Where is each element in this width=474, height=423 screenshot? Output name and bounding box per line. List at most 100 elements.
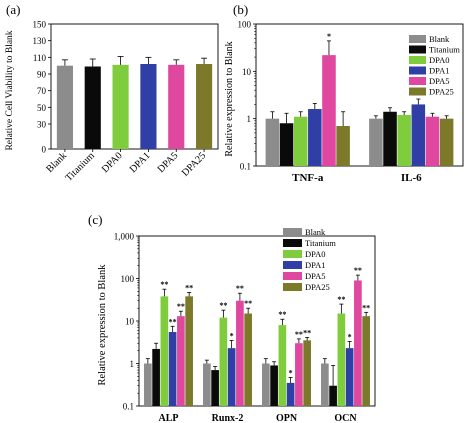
panel-a-xtick-label: Blank (44, 150, 69, 175)
significance-mark: ** (278, 310, 286, 319)
legend-swatch-titanium (409, 45, 426, 54)
panel-a-ytick-label: 150 (33, 20, 47, 30)
panel-b-ylabel: Relative expression to Blank (224, 41, 235, 156)
bar-alp-titanium (152, 348, 160, 406)
legend-swatch-titanium (283, 239, 302, 247)
legend-swatch-dpa0 (283, 250, 302, 258)
bar-alp-dpa5 (177, 316, 185, 406)
legend-swatch-blank (409, 35, 426, 43)
legend-label-titanium: Titanium (429, 45, 460, 55)
legend-label-dpa1: DPA1 (305, 260, 325, 270)
significance-mark: ** (244, 299, 252, 308)
significance-mark: * (348, 332, 352, 341)
significance-mark: ** (160, 280, 168, 289)
panel-c-ytick-label: 100 (121, 274, 135, 284)
bar-blank (56, 65, 73, 149)
bar-runx-2-titanium (211, 370, 219, 406)
category-label-il-6: IL-6 (401, 172, 422, 184)
bar-tnf-a-dpa5 (322, 55, 336, 166)
significance-mark: ** (185, 283, 193, 292)
bar-ocn-dpa1 (345, 348, 354, 406)
bar-opn-dpa0 (278, 325, 287, 406)
bar-ocn-blank (321, 363, 329, 406)
bar-dpa5 (168, 64, 185, 149)
bar-runx-2-dpa5 (236, 300, 244, 406)
legend-swatch-dpa25 (283, 283, 302, 291)
panel-b-ytick-label: 1 (247, 114, 252, 124)
bar-titanium (84, 66, 101, 149)
bar-opn-blank (262, 363, 270, 406)
panel-c-ytick-label: 1,000 (114, 232, 135, 242)
panel-c-ytick-label: 10 (125, 317, 135, 327)
bar-opn-titanium (270, 365, 278, 406)
bar-runx-2-dpa25 (244, 313, 252, 406)
panel-a-ytick-label: 90 (37, 70, 47, 80)
bar-il-6-dpa5 (425, 116, 440, 166)
legend-swatch-dpa5 (283, 272, 302, 280)
panel-c-ytick-label: 0.1 (123, 402, 134, 412)
bar-tnf-a-dpa0 (293, 116, 308, 166)
panel-a-ytick-label: 50 (37, 103, 47, 113)
bar-alp-dpa0 (160, 296, 169, 406)
panel-c-label: (c) (88, 212, 102, 227)
panel-a-label: (a) (6, 2, 20, 17)
category-label-tnf-a: TNF-a (292, 172, 324, 184)
category-label-ocn: OCN (334, 413, 357, 423)
bar-opn-dpa25 (303, 340, 311, 406)
bar-dpa0 (112, 64, 129, 149)
significance-mark: ** (177, 302, 185, 311)
significance-mark: ** (362, 303, 370, 312)
legend-label-blank: Blank (305, 227, 326, 237)
bar-dpa1 (140, 64, 157, 149)
bar-runx-2-dpa1 (227, 348, 236, 406)
bar-alp-dpa1 (168, 332, 177, 406)
category-label-opn: OPN (276, 413, 298, 423)
bar-runx-2-dpa0 (219, 317, 228, 406)
legend-swatch-dpa1 (283, 261, 302, 269)
legend-swatch-dpa1 (409, 66, 426, 75)
bar-il-6-titanium (383, 111, 397, 166)
legend-label-dpa0: DPA0 (305, 249, 325, 259)
bar-ocn-dpa5 (354, 280, 362, 406)
significance-mark: ** (354, 266, 362, 275)
panel-b-plot-frame (255, 23, 464, 167)
bar-il-6-blank (369, 118, 383, 166)
bar-tnf-a-dpa25 (336, 125, 350, 166)
bar-alp-blank (144, 363, 152, 406)
panel-c-ylabel: Relative expression to Blank (97, 264, 108, 386)
panel-c-ytick-label: 1 (130, 359, 135, 369)
legend-label-dpa25: DPA25 (305, 282, 330, 292)
bar-il-6-dpa1 (411, 104, 426, 166)
bar-opn-dpa1 (286, 382, 295, 406)
panel-b-cytokine-chart: (b) 0.1 1 10 100 Relative expression to Blank… (224, 2, 464, 184)
bar-ocn-dpa0 (337, 313, 346, 406)
category-label-runx-2: Runx-2 (212, 413, 244, 423)
panel-a-xtick-label: DPA0 (100, 150, 125, 175)
panel-a-xtick-label: DPA5 (156, 150, 181, 175)
bar-alp-dpa25 (185, 296, 193, 406)
legend-label-blank: Blank (429, 34, 450, 44)
bar-tnf-a-titanium (279, 123, 294, 166)
panel-a-viability-chart: (a) 0 30 50 70 90 110 130 150 Relative Cell Viabi… (5, 2, 219, 184)
bar-ocn-dpa25 (362, 316, 370, 406)
significance-mark: ** (337, 295, 345, 304)
panel-a-ytick-label: 130 (33, 36, 47, 46)
significance-mark: ** (303, 328, 311, 337)
significance-mark: ** (295, 330, 303, 339)
bar-tnf-a-dpa1 (308, 109, 322, 166)
significance-mark: ** (219, 301, 227, 310)
panel-a-ytick-label: 30 (37, 120, 47, 130)
significance-mark: * (289, 368, 293, 377)
bar-dpa25 (196, 64, 213, 149)
significance-mark: ** (236, 284, 244, 293)
legend-swatch-blank (283, 228, 302, 236)
panel-b-ytick-label: 0.1 (240, 162, 251, 172)
legend-label-titanium: Titanium (305, 238, 336, 248)
category-label-alp: ALP (159, 413, 179, 423)
legend-swatch-dpa5 (409, 77, 426, 85)
significance-mark: * (230, 331, 234, 340)
panel-a-plot-frame (50, 23, 219, 150)
